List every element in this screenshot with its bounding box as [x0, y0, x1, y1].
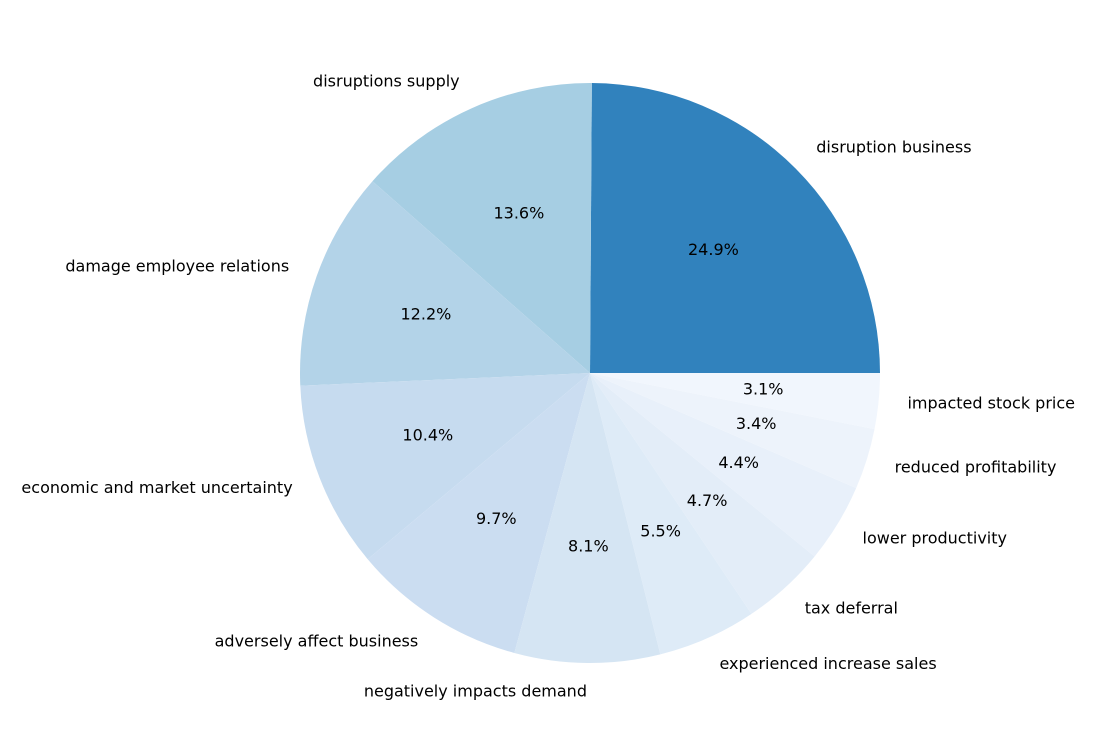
slice-label-disruption-business: disruption business: [816, 138, 971, 157]
slice-label-reduced-profitability: reduced profitability: [895, 457, 1057, 476]
slices-layer: [300, 83, 880, 664]
slice-label-tax-deferral: tax deferral: [805, 598, 898, 617]
slice-label-impacted-stock-price: impacted stock price: [907, 394, 1075, 413]
percent-labels-layer: 24.9% 13.6% 12.2% 10.4% 9.7% 8.1% 5.5% 4.7% 4.4%…: [401, 204, 784, 556]
slice-label-adversely-affect-business: adversely affect business: [215, 631, 419, 650]
slice-label-disruptions-supply: disruptions supply: [313, 71, 460, 90]
slice-percent-impacted-stock-price: 3.1%: [743, 379, 784, 398]
pie-slice-experienced-increase-sales: [590, 373, 752, 655]
slice-label-damage-employee-relations: damage employee relations: [65, 256, 289, 275]
pie-slice-disruptions-supply: [372, 83, 592, 373]
pie-slice-negatively-impacts-demand: [514, 373, 661, 664]
pie-slice-disruption-business: [590, 83, 880, 373]
slice-percent-tax-deferral: 4.7%: [687, 491, 728, 510]
pie-slice-lower-productivity: [590, 373, 857, 557]
pie-slice-impacted-stock-price: [590, 373, 880, 430]
slice-percent-lower-productivity: 4.4%: [718, 453, 759, 472]
slice-label-economic-and-market-uncertainty: economic and market uncertainty: [21, 478, 292, 497]
pie-slice-economic-and-market-uncertainty: [300, 373, 590, 560]
slice-percent-experienced-increase-sales: 5.5%: [640, 522, 681, 541]
pie-slice-adversely-affect-business: [367, 373, 590, 653]
slice-percent-reduced-profitability: 3.4%: [736, 414, 777, 433]
slice-percent-negatively-impacts-demand: 8.1%: [568, 536, 609, 555]
slice-label-experienced-increase-sales: experienced increase sales: [719, 654, 936, 673]
pie-slice-reduced-profitability: [590, 373, 875, 489]
slice-labels-layer: disruption business disruptions supply dam…: [21, 71, 1075, 700]
slice-label-negatively-impacts-demand: negatively impacts demand: [364, 681, 587, 700]
slice-percent-disruption-business: 24.9%: [688, 240, 739, 259]
pie-slice-tax-deferral: [590, 373, 815, 614]
slice-percent-economic-and-market-uncertainty: 10.4%: [402, 426, 453, 445]
slice-percent-damage-employee-relations: 12.2%: [401, 305, 452, 324]
slice-percent-adversely-affect-business: 9.7%: [476, 509, 517, 528]
slice-label-lower-productivity: lower productivity: [863, 528, 1007, 547]
slice-percent-disruptions-supply: 13.6%: [493, 204, 544, 223]
pie-slice-damage-employee-relations: [300, 181, 590, 386]
